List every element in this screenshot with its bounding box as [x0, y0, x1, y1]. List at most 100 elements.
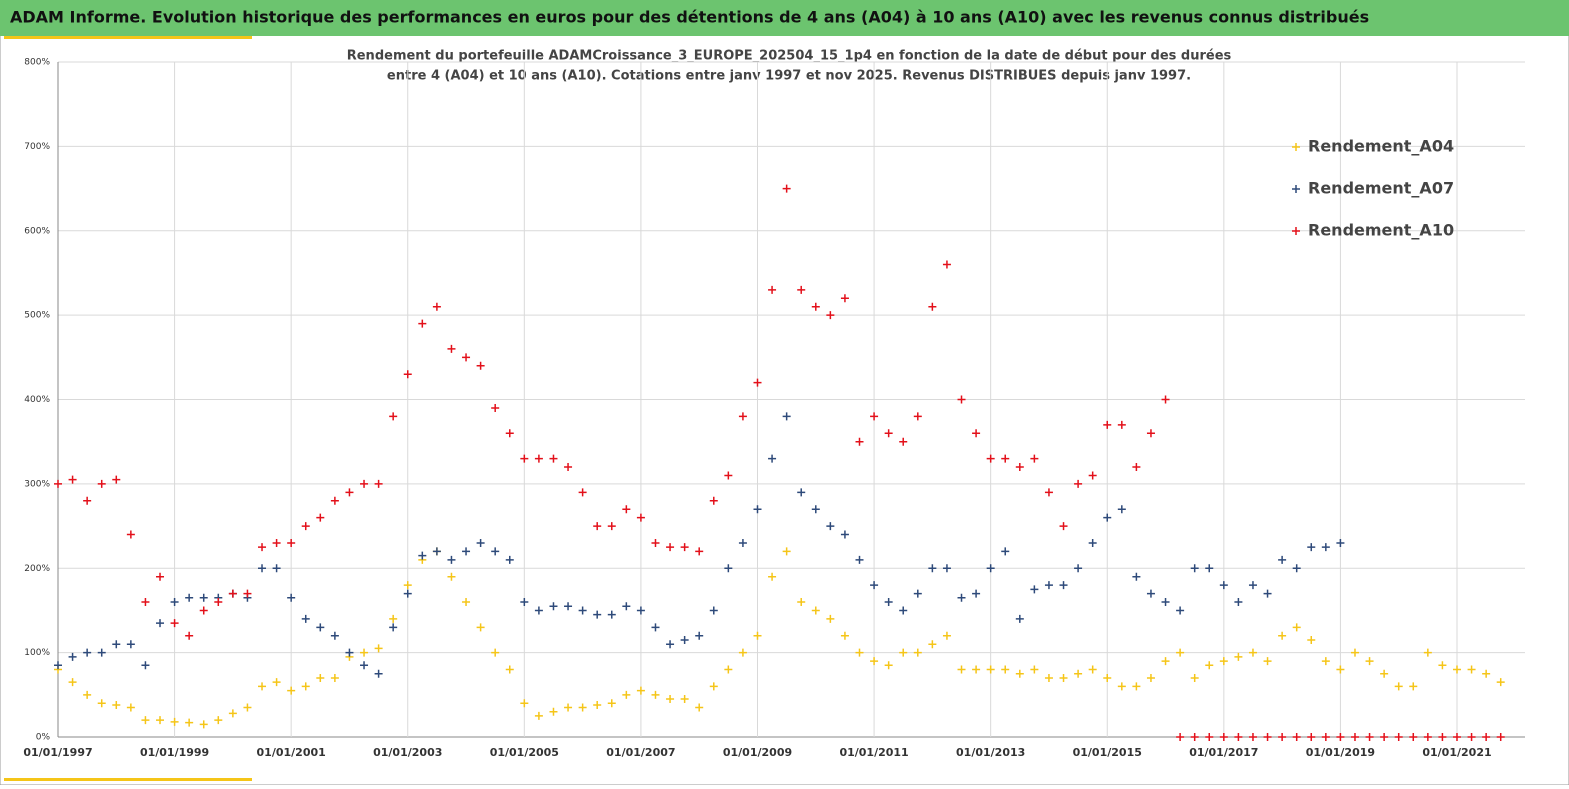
- x-tick-label: 01/01/2007: [606, 746, 675, 759]
- point: [1263, 733, 1272, 741]
- point: [840, 530, 849, 539]
- point: [258, 543, 267, 552]
- point: [870, 657, 879, 666]
- point: [622, 505, 631, 514]
- point: [636, 513, 645, 522]
- point: [1336, 538, 1345, 547]
- point: [360, 479, 369, 488]
- point: [1059, 673, 1068, 682]
- point: [1088, 665, 1097, 674]
- accent: [4, 778, 252, 781]
- point: [403, 589, 412, 598]
- point: [199, 720, 208, 729]
- point: [112, 700, 121, 709]
- legend-marker: [1292, 143, 1300, 151]
- point: [505, 429, 514, 438]
- y-tick-label: 800%: [24, 58, 50, 68]
- point: [1044, 581, 1053, 590]
- point: [738, 538, 747, 547]
- point: [636, 686, 645, 695]
- point: [593, 522, 602, 531]
- point: [593, 610, 602, 619]
- point: [651, 538, 660, 547]
- point: [826, 614, 835, 623]
- point: [797, 488, 806, 497]
- y-tick-label: 300%: [24, 479, 50, 489]
- point: [170, 598, 179, 606]
- point: [564, 703, 573, 712]
- point: [1292, 564, 1301, 573]
- point: [1132, 572, 1141, 581]
- point: [768, 454, 777, 463]
- point: [986, 665, 995, 674]
- point: [549, 602, 558, 611]
- point: [957, 665, 966, 674]
- point: [709, 496, 718, 505]
- point: [520, 598, 529, 606]
- point: [870, 581, 879, 590]
- point: [1278, 555, 1287, 564]
- point: [680, 543, 689, 552]
- point: [68, 652, 77, 661]
- y-tick-label: 500%: [24, 311, 50, 321]
- point: [986, 564, 995, 573]
- legend-marker: [1292, 185, 1300, 193]
- point: [1307, 635, 1316, 644]
- point: [695, 547, 704, 556]
- point: [1482, 669, 1491, 678]
- point: [753, 378, 762, 387]
- point: [126, 640, 135, 649]
- point: [1001, 547, 1010, 556]
- point: [1001, 454, 1010, 463]
- point: [782, 184, 791, 193]
- point: [389, 412, 398, 421]
- point: [1132, 682, 1141, 691]
- point: [811, 505, 820, 514]
- point: [447, 344, 456, 353]
- point: [54, 661, 62, 670]
- point: [287, 686, 296, 695]
- point: [782, 412, 791, 421]
- point: [418, 551, 427, 560]
- legend-label: Rendement_A10: [1308, 221, 1454, 240]
- point: [360, 648, 369, 657]
- point: [374, 479, 383, 488]
- point: [549, 707, 558, 716]
- point: [287, 538, 296, 547]
- point: [258, 682, 267, 691]
- point: [1321, 543, 1330, 552]
- point: [913, 412, 922, 421]
- point: [330, 673, 339, 682]
- point: [666, 695, 675, 704]
- point: [972, 665, 981, 674]
- point: [1292, 623, 1301, 632]
- point: [826, 311, 835, 320]
- point: [1015, 463, 1024, 471]
- point: [1263, 657, 1272, 666]
- point: [360, 661, 369, 670]
- point: [126, 703, 135, 712]
- point: [1205, 564, 1214, 573]
- point: [942, 564, 951, 573]
- point: [840, 631, 849, 640]
- point: [1030, 585, 1039, 594]
- point: [1380, 669, 1389, 678]
- point: [1350, 648, 1359, 657]
- point: [316, 673, 325, 682]
- point: [1088, 538, 1097, 547]
- point: [1248, 581, 1257, 590]
- point: [1452, 733, 1461, 741]
- point: [505, 665, 514, 674]
- point: [301, 522, 310, 531]
- chart-title: entre 4 (A04) et 10 ans (A10). Cotations…: [387, 69, 1191, 84]
- point: [462, 547, 471, 556]
- point: [1365, 657, 1374, 666]
- point: [1394, 682, 1403, 691]
- point: [1088, 471, 1097, 480]
- point: [68, 678, 77, 687]
- point: [1248, 648, 1257, 657]
- point: [593, 700, 602, 709]
- point: [899, 437, 908, 446]
- point: [709, 606, 718, 615]
